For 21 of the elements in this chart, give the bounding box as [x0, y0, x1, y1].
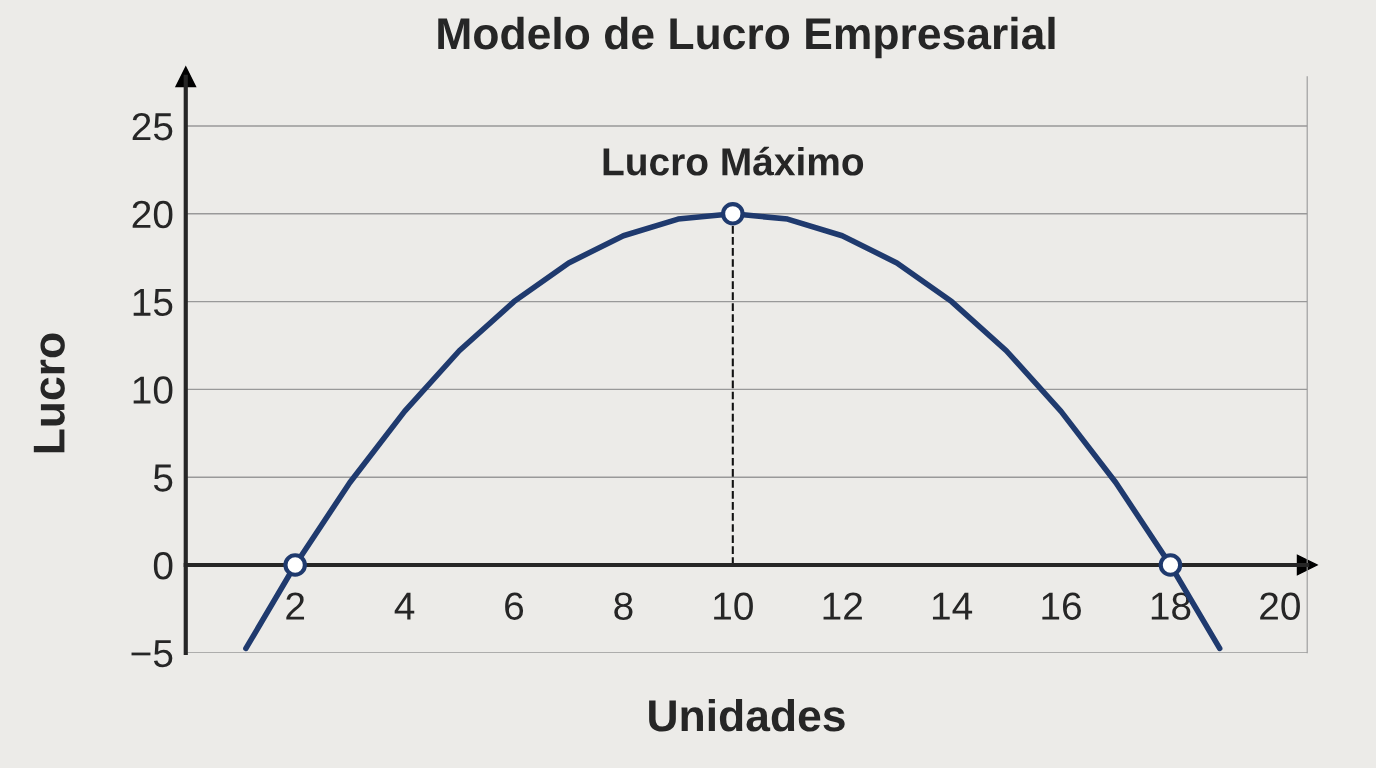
- x-tick-label: 6: [505, 592, 524, 620]
- x-tick-label: 8: [614, 592, 633, 620]
- y-axis-title: Lucro: [33, 333, 65, 453]
- chart-title: Modelo de Lucro Empresarial: [438, 16, 1055, 59]
- y-tick-label: 15: [133, 288, 173, 317]
- y-tick-label: 5: [153, 464, 173, 492]
- x-tick-label: 2: [286, 592, 305, 620]
- x-tick-label: 10: [714, 592, 753, 620]
- y-tick-label: 25: [132, 112, 173, 141]
- x-tick-label: 14: [932, 592, 973, 620]
- x-tick-label: 12: [823, 592, 862, 620]
- x-tick-label: 20: [1260, 592, 1300, 620]
- y-tick-label: −5: [131, 640, 173, 668]
- y-tick-label: 20: [132, 200, 173, 229]
- y-tick-label: 10: [133, 376, 173, 404]
- x-axis-title: Unidades: [649, 698, 845, 732]
- x-tick-label: 18: [1151, 592, 1191, 620]
- annotation: Lucro Máximo: [603, 146, 864, 176]
- y-tick-label: 0: [153, 551, 173, 580]
- x-tick-label: 4: [394, 592, 415, 620]
- x-tick-label: 16: [1042, 592, 1081, 620]
